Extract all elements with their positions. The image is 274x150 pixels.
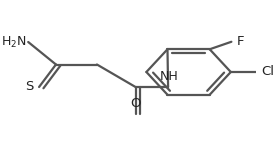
Text: $\mathdefault{H_2N}$: $\mathdefault{H_2N}$ xyxy=(1,34,27,50)
Text: NH: NH xyxy=(160,69,179,82)
Text: Cl: Cl xyxy=(262,65,274,78)
Text: O: O xyxy=(130,97,141,110)
Text: F: F xyxy=(237,34,244,48)
Text: S: S xyxy=(25,80,33,93)
